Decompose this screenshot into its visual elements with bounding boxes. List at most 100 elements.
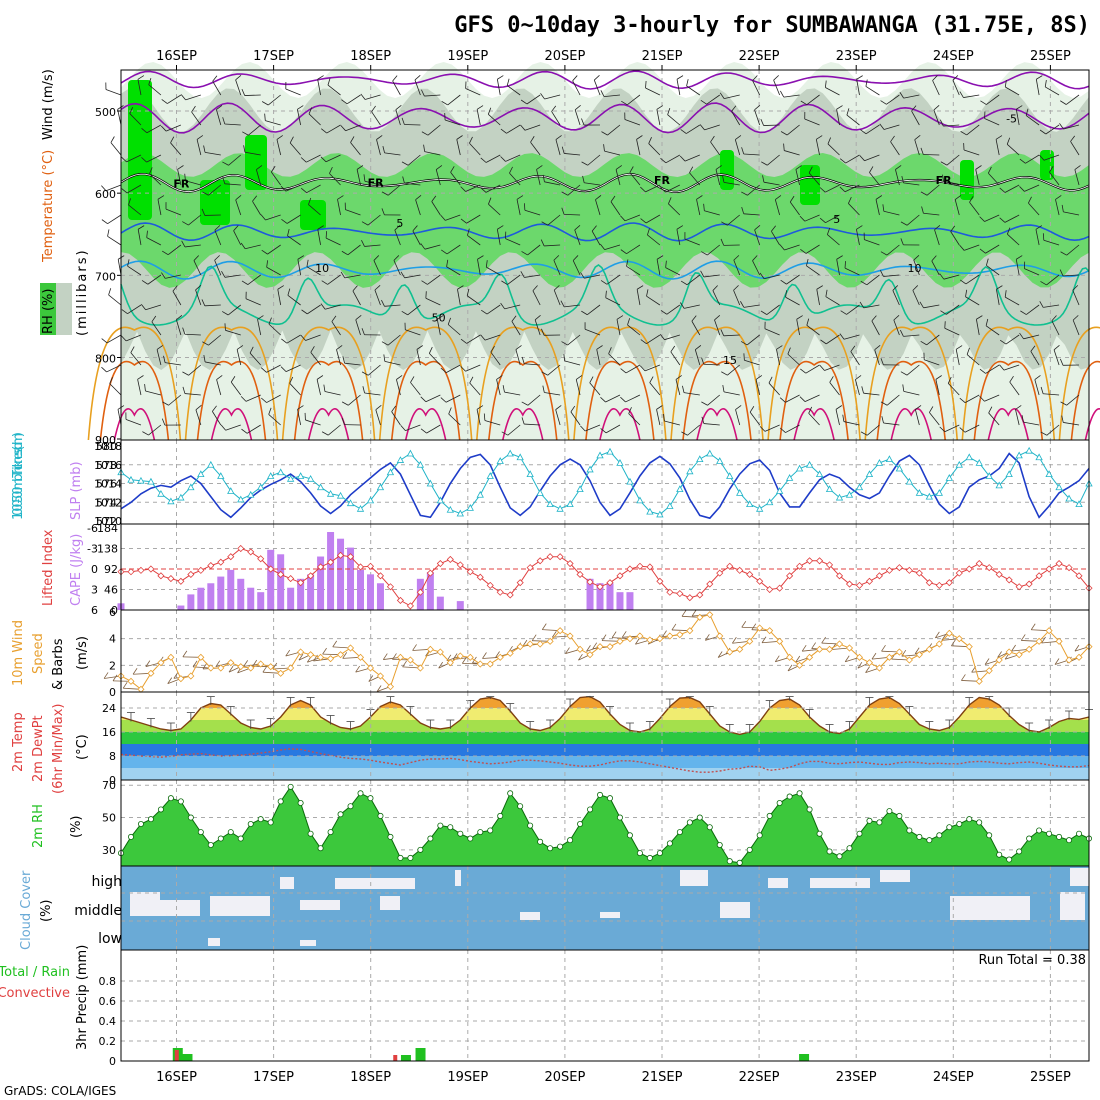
rh2m-point bbox=[277, 798, 284, 805]
wind10m-panel: 0 2 4 6 bbox=[103, 606, 1093, 699]
precip-convective-bar bbox=[174, 1050, 179, 1061]
lifted-index-point bbox=[1065, 564, 1073, 572]
rh2m-point bbox=[936, 832, 943, 839]
slp-point bbox=[1035, 453, 1043, 461]
wind10m-point bbox=[736, 645, 744, 653]
rh2m-point bbox=[946, 824, 953, 831]
lifted-index-point bbox=[187, 570, 195, 579]
lifted-index-point bbox=[776, 584, 784, 592]
lifted-index-point bbox=[975, 559, 983, 568]
cloud-cover-panel: high middle low bbox=[74, 865, 1090, 951]
slp-point bbox=[227, 487, 235, 494]
wind10m-point bbox=[656, 635, 664, 643]
cloud-low-label: low bbox=[98, 931, 122, 947]
date-label-top: 21SEP bbox=[642, 49, 683, 64]
wind10m-point bbox=[287, 664, 295, 672]
rh2m-point bbox=[1026, 835, 1033, 842]
wind10m-point bbox=[516, 643, 524, 651]
slp-point bbox=[526, 470, 534, 478]
contour-label: 5 bbox=[833, 213, 840, 226]
slp-point bbox=[975, 459, 983, 466]
wind10m-point bbox=[147, 669, 155, 677]
lifted-index-point bbox=[556, 553, 564, 561]
pressure-tick-label: 600 bbox=[95, 188, 116, 201]
slp-point bbox=[137, 476, 145, 484]
contour-label: FR bbox=[936, 174, 953, 187]
wind10m-point bbox=[327, 655, 335, 663]
precip-total-bar bbox=[415, 1048, 426, 1061]
slp-point bbox=[416, 460, 425, 468]
lifted-index-point bbox=[686, 594, 694, 602]
contour-label: FR bbox=[368, 177, 385, 190]
contour-label: FR bbox=[173, 177, 190, 190]
wind10m-point bbox=[237, 663, 245, 671]
rh2m-point bbox=[1036, 827, 1043, 834]
wind10m-point bbox=[766, 627, 774, 635]
wind10m-point bbox=[746, 637, 754, 645]
rh2m-point bbox=[207, 842, 214, 849]
rh2m-point bbox=[537, 838, 544, 845]
wind10m-unit-label: (m/s) bbox=[75, 636, 90, 670]
cloud-gap bbox=[280, 877, 294, 889]
rh2m-point bbox=[686, 819, 693, 826]
lifted-index-point bbox=[845, 580, 854, 588]
wind10m-markers bbox=[117, 611, 1093, 693]
upper-air-panel: -5 FR FR FR FR 5 5 10 10 15 50 500 600 700 800 900 bbox=[87, 62, 1100, 447]
rh2m-point bbox=[736, 859, 743, 866]
slp-point bbox=[586, 465, 594, 473]
lifted-index-point bbox=[885, 566, 893, 574]
cape-bar bbox=[337, 538, 345, 610]
date-label-bottom: 24SEP bbox=[933, 1070, 974, 1085]
rh2m-point bbox=[507, 790, 514, 797]
rh2m-point bbox=[976, 819, 983, 826]
rh2m-point bbox=[377, 812, 384, 819]
rh2m-point bbox=[357, 790, 364, 797]
slp-tick-label: 1014 bbox=[94, 478, 122, 491]
slp-point bbox=[955, 460, 963, 468]
lifted-index-point bbox=[297, 579, 305, 587]
contour-label: 10 bbox=[907, 262, 921, 275]
wind10m-point bbox=[756, 624, 764, 632]
lifted-index-point bbox=[287, 575, 295, 583]
slp-point bbox=[825, 485, 834, 493]
slp-point bbox=[167, 497, 175, 505]
wind10m-point bbox=[945, 629, 953, 637]
rh2m-point bbox=[577, 821, 584, 828]
lifted-index-point bbox=[237, 544, 245, 553]
wind10m-point bbox=[646, 636, 654, 644]
lifted-index-point bbox=[327, 558, 335, 566]
rh2m-point bbox=[327, 829, 334, 836]
cape-bar bbox=[317, 556, 325, 610]
temp2m-unit-label: (°C) bbox=[75, 734, 90, 760]
wind10m-tick-label: 4 bbox=[109, 633, 116, 646]
slp-point bbox=[676, 485, 684, 493]
cloud-gap bbox=[520, 912, 540, 920]
slp-point bbox=[815, 470, 824, 478]
lifted-index-point bbox=[147, 565, 155, 573]
wind10m-point bbox=[1005, 648, 1013, 656]
rh2m-point bbox=[147, 816, 154, 823]
wind10m-point bbox=[436, 648, 444, 656]
lifted-index-point bbox=[1015, 583, 1023, 591]
rh2m-point bbox=[606, 795, 613, 802]
wind10m-point bbox=[925, 645, 933, 653]
wind10m-point bbox=[227, 659, 235, 667]
cloud-middle-label: middle bbox=[74, 903, 122, 919]
cloud-gap bbox=[300, 900, 340, 910]
slp-point bbox=[646, 507, 654, 515]
slp-point bbox=[426, 479, 435, 487]
rh2m-point bbox=[457, 830, 464, 837]
wind10m-point bbox=[845, 644, 854, 652]
slp-point bbox=[1015, 451, 1023, 459]
rh2m-point bbox=[1056, 833, 1063, 840]
cape-bar bbox=[277, 554, 285, 610]
lifted-index-point bbox=[656, 577, 664, 585]
cloud-gap bbox=[680, 870, 708, 886]
wind10m-point bbox=[416, 664, 424, 672]
wind10m-point bbox=[386, 683, 395, 691]
lifted-index-point bbox=[227, 553, 235, 561]
wind10m-point bbox=[336, 651, 345, 659]
slp-point bbox=[406, 449, 415, 457]
wind10m-tick-label: 2 bbox=[109, 659, 116, 672]
slp-point bbox=[187, 483, 195, 491]
